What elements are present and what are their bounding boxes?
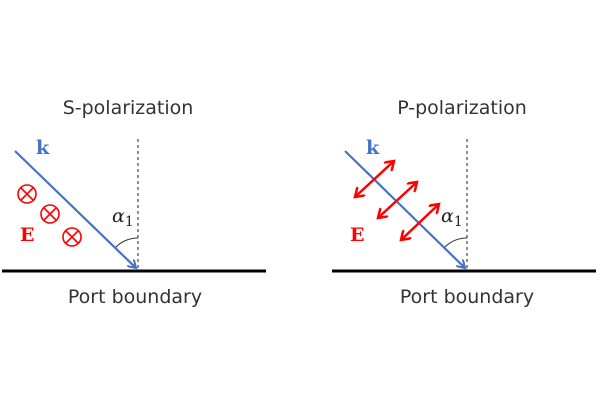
- angle-arc: [443, 237, 468, 249]
- into-page-circle-x-icon: [62, 227, 82, 247]
- p-polarization-panel: P-polarization k E α1 Port boundary: [332, 97, 596, 308]
- angle-arc: [114, 237, 139, 249]
- angle-label: α1: [112, 205, 134, 230]
- wave-vector-arrow: [14, 150, 136, 268]
- field-label: E: [350, 224, 364, 246]
- field-label: E: [20, 224, 34, 246]
- s-polarization-panel: S-polarization k E α1 Port boundary: [2, 97, 266, 308]
- into-page-circle-x-icon: [40, 204, 60, 224]
- angle-label: α1: [441, 205, 463, 230]
- wave-vector-label: k: [36, 137, 50, 159]
- boundary-label: Port boundary: [68, 286, 202, 308]
- into-page-circle-x-icon: [17, 184, 37, 204]
- wave-vector-label: k: [366, 137, 380, 159]
- double-headed-arrow-icon: [355, 161, 394, 197]
- boundary-label: Port boundary: [400, 286, 534, 308]
- double-headed-arrow-icon: [378, 182, 417, 218]
- panel-title: P-polarization: [397, 97, 527, 119]
- double-headed-arrow-icon: [401, 204, 439, 240]
- panel-title: S-polarization: [63, 97, 194, 119]
